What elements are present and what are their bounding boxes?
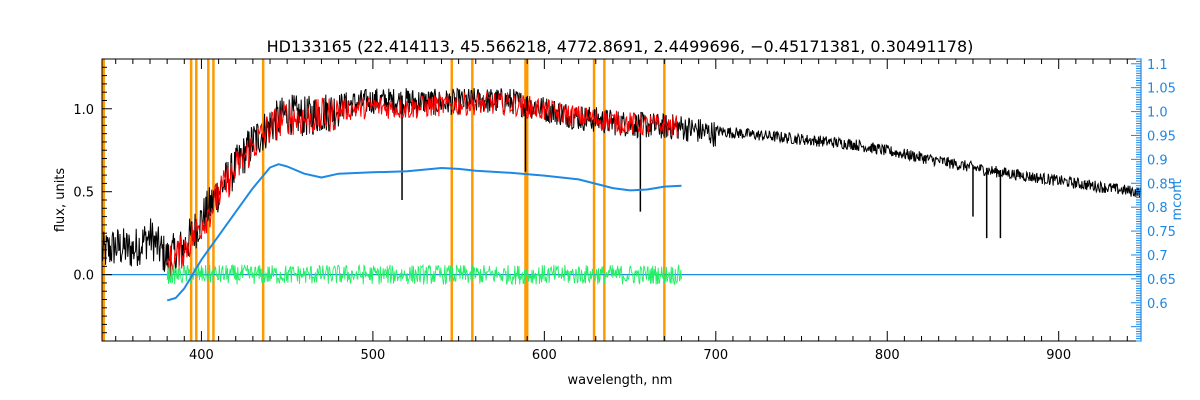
x-axis-label: wavelength, nm — [568, 373, 673, 388]
y-tick-label: 1.0 — [73, 103, 94, 118]
x-tick-label: 700 — [703, 348, 728, 363]
plot-frame — [101, 58, 1142, 342]
y2-tick-label: 0.75 — [1147, 225, 1176, 240]
y-tick-label: 0.5 — [73, 186, 94, 201]
y2-tick-label: 1.05 — [1147, 82, 1176, 97]
y2-tick-label: 0.7 — [1147, 249, 1168, 264]
x-tick-label: 900 — [1046, 348, 1071, 363]
x-tick-label: 600 — [532, 348, 557, 363]
chart-title: HD133165 (22.414113, 45.566218, 4772.869… — [267, 37, 974, 56]
y2-tick-label: 1.1 — [1147, 58, 1168, 73]
x-tick-label: 800 — [875, 348, 900, 363]
y2-tick-label: 0.85 — [1147, 177, 1176, 192]
y2-tick-label: 0.8 — [1147, 201, 1168, 216]
model-series — [166, 91, 679, 280]
y2-tick-label: 1.0 — [1147, 106, 1168, 121]
residual-series — [166, 263, 682, 286]
y-axis-label: flux, units — [53, 168, 68, 233]
x-tick-label: 500 — [360, 348, 385, 363]
series-group — [101, 87, 1142, 302]
y2-tick-label: 0.95 — [1147, 129, 1176, 144]
y2-tick-label: 0.9 — [1147, 153, 1168, 168]
x-tick-label: 400 — [189, 348, 214, 363]
y2-tick-label: 0.65 — [1147, 273, 1176, 288]
y-tick-label: 0.0 — [73, 269, 94, 284]
axes-group: 400 500 600 700 800 900 0.0 0.5 1.0 0.6 0.65 0.7 0.7… — [73, 58, 1176, 363]
y2-tick-label: 0.6 — [1147, 297, 1168, 312]
y2-axis-label: mcont — [1170, 179, 1185, 220]
continuum-series — [166, 163, 682, 302]
